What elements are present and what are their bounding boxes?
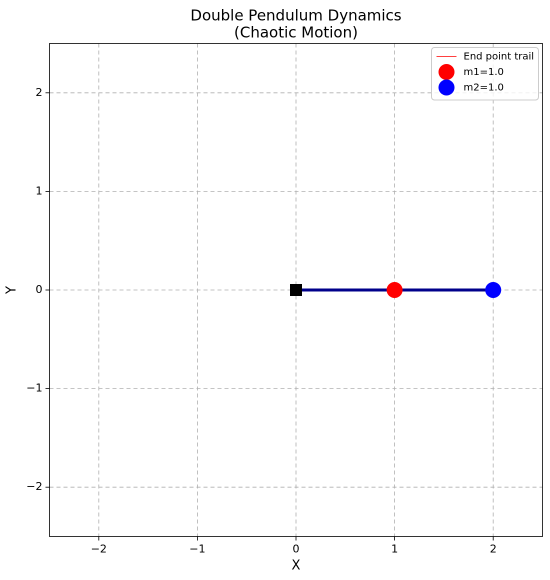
y-tick-label: −1: [26, 382, 42, 395]
x-tick-label: −1: [189, 543, 205, 556]
legend-marker: [438, 64, 455, 80]
legend-label: m1=1.0: [464, 67, 504, 78]
x-tick-label: 2: [490, 543, 497, 556]
pivot: [290, 284, 302, 296]
y-axis-label: Y: [5, 286, 20, 295]
mass: [485, 282, 502, 298]
legend-label: End point trail: [464, 52, 535, 63]
y-tick-label: −2: [26, 480, 42, 493]
chart-subtitle: (Chaotic Motion): [234, 24, 358, 42]
x-tick-label: −2: [91, 543, 107, 556]
y-tick-label: 2: [36, 86, 43, 99]
x-tick-label: 1: [391, 543, 398, 556]
mass: [386, 282, 403, 298]
x-tick-label: 0: [293, 543, 300, 556]
y-tick-label: 0: [36, 283, 43, 296]
chart-title: Double Pendulum Dynamics: [190, 7, 401, 25]
plot-frame: [49, 43, 543, 537]
x-axis-label: X: [292, 559, 301, 574]
y-tick-label: 1: [36, 184, 43, 197]
legend-marker: [438, 79, 455, 96]
legend-box: [431, 47, 539, 101]
legend-label: m2=1.0: [464, 83, 504, 94]
